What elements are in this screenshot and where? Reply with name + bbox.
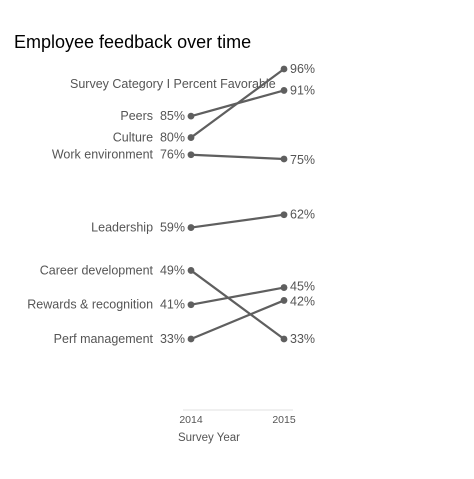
label-perf-management-2015: 42%: [290, 294, 315, 308]
x-tick-label-2015: 2015: [272, 414, 296, 426]
label-culture-2014: Culture 80%: [113, 131, 185, 145]
series-line-leadership: [189, 213, 286, 229]
series-line-culture: [189, 67, 286, 139]
series-line-perf-management: [189, 299, 286, 341]
series-rewards-and-recognition: Rewards & recognition 41% 45%: [27, 280, 315, 312]
point-career-development-start: [187, 267, 195, 274]
label-rewards-and-recognition-2015: 45%: [290, 280, 315, 294]
point-culture-start: [187, 134, 195, 141]
label-rewards-and-recognition-2014: Rewards & recognition 41%: [27, 298, 185, 312]
point-culture-end: [280, 65, 288, 73]
series-line-rewards-and-recognition: [189, 286, 286, 306]
x-tick-labels: 2014 2015: [179, 414, 296, 426]
series-work-environment: Work environment 76% 75%: [52, 148, 315, 167]
point-peers-end: [280, 87, 288, 94]
label-perf-management-2014: Perf management 33%: [54, 332, 185, 346]
chart-title: Employee feedback over time: [14, 32, 252, 52]
x-axis-label: Survey Year: [178, 432, 240, 444]
label-leadership-2015: 62%: [290, 208, 315, 222]
label-career-development-2015: 33%: [290, 332, 315, 346]
series-layer: Peers 85% 91% Culture 80% 96% Work environme…: [27, 62, 315, 346]
point-peers-start: [187, 112, 195, 120]
label-work-environment-2014: Work environment 76%: [52, 148, 185, 162]
point-perf-management-end: [280, 297, 288, 304]
label-work-environment-2015: 75%: [290, 153, 315, 167]
point-rewards-and-recognition-start: [187, 301, 195, 309]
point-leadership-end: [280, 211, 288, 219]
series-perf-management: Perf management 33% 42%: [54, 294, 315, 346]
label-peers-2014: Peers 85%: [120, 109, 185, 123]
label-peers-2015: 91%: [290, 83, 315, 97]
series-culture: Culture 80% 96%: [113, 62, 315, 145]
series-career-development: Career development 49% 33%: [40, 263, 315, 346]
label-career-development-2014: Career development 49%: [40, 263, 185, 277]
label-culture-2015: 96%: [290, 62, 315, 76]
chart-subtitle: Survey Category I Percent Favorable: [70, 77, 276, 91]
label-leadership-2014: Leadership 59%: [91, 221, 185, 235]
point-rewards-and-recognition-end: [280, 284, 288, 291]
series-line-work-environment: [189, 153, 286, 161]
point-work-environment-start: [187, 151, 195, 159]
point-work-environment-end: [280, 155, 288, 163]
x-tick-label-2014: 2014: [179, 414, 203, 426]
series-peers: Peers 85% 91%: [120, 83, 315, 123]
point-career-development-end: [280, 335, 288, 343]
series-line-career-development: [189, 269, 286, 341]
series-leadership: Leadership 59% 62%: [91, 208, 315, 235]
point-leadership-start: [187, 224, 195, 231]
point-perf-management-start: [187, 335, 195, 343]
